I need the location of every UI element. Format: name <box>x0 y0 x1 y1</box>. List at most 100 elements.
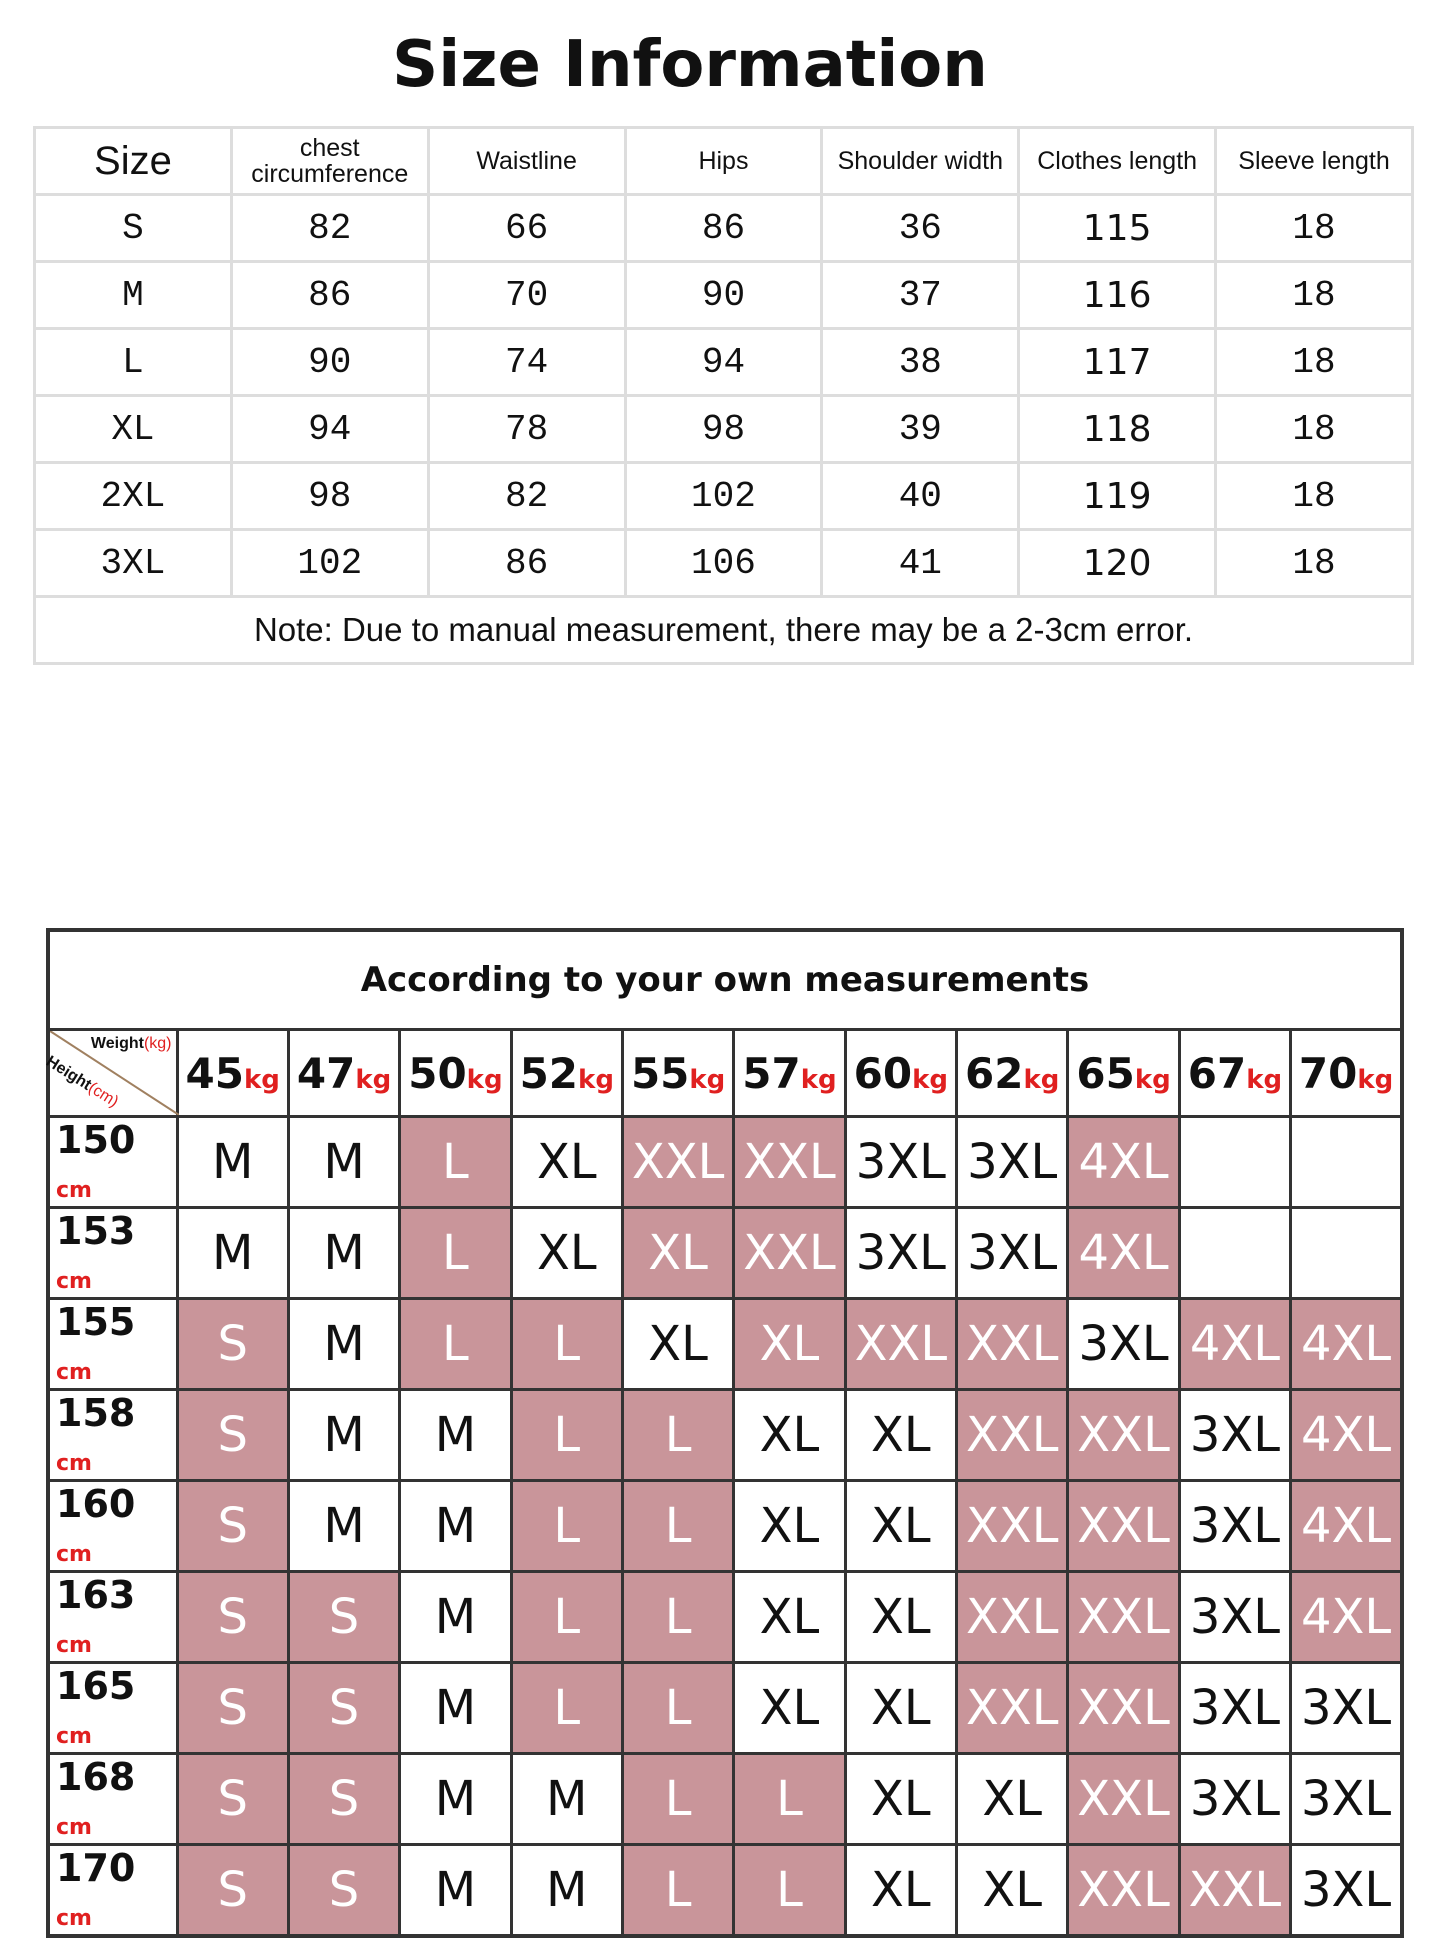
size-cell: 3XL <box>1289 1843 1404 1938</box>
weight-header: 62kg <box>955 1028 1070 1118</box>
size: S <box>217 1316 248 1372</box>
size: L <box>664 1589 692 1645</box>
size: XL <box>648 1225 708 1281</box>
header-cell: Size <box>33 126 233 196</box>
table-cell: 118 <box>1017 394 1218 464</box>
header-cell: chest circumference <box>229 126 430 196</box>
size-cell: 3XL <box>843 1115 959 1209</box>
size-cell: XL <box>955 1843 1070 1938</box>
size-table: Size chest circumference Waistline Hips Shou… <box>33 126 1414 665</box>
size: 3XL <box>967 1134 1058 1190</box>
size-cell: S <box>286 1570 402 1664</box>
size: 3XL <box>1300 1771 1392 1827</box>
table-cell: 38 <box>820 327 1021 397</box>
height: 170 <box>56 1846 136 1890</box>
size-cell: XXL <box>1066 1479 1181 1573</box>
size-cell: 3XL <box>1177 1479 1293 1573</box>
size: M <box>546 1862 588 1918</box>
weight-header: 47kg <box>286 1028 402 1118</box>
weight-header: 60kg <box>843 1028 959 1118</box>
header-cell: Clothes length <box>1017 126 1218 196</box>
size: XXL <box>1077 1771 1170 1827</box>
height: 158 <box>56 1391 136 1435</box>
size-cell: XXL <box>1066 1752 1181 1846</box>
size: XL <box>871 1771 931 1827</box>
unit: kg <box>1134 1064 1171 1095</box>
size-cell: XL <box>843 1479 959 1573</box>
size: XXL <box>965 1589 1059 1645</box>
table-cell: 116 <box>1017 260 1218 330</box>
unit: kg <box>1023 1064 1060 1095</box>
table-cell: 98 <box>229 461 430 531</box>
size: S <box>217 1771 248 1827</box>
size-cell: M <box>398 1479 513 1573</box>
table-row: M 86 70 90 37 116 18 <box>33 260 1414 330</box>
size-cell: S <box>286 1661 402 1755</box>
height-row: 153 cm M M L XL XL XXL 3XL 3XL 4XL <box>46 1206 1404 1300</box>
size-cell: M <box>509 1752 624 1846</box>
note: Note: Due to manual measurement, there m… <box>33 595 1414 665</box>
size-cell: L <box>398 1115 513 1209</box>
table-cell: 102 <box>229 528 430 598</box>
table-cell: 40 <box>820 461 1021 531</box>
size: M <box>434 1589 477 1645</box>
height: 153 <box>56 1209 136 1253</box>
height: 155 <box>56 1300 136 1344</box>
size-cell: M <box>286 1206 402 1300</box>
label: Weight <box>90 1035 144 1052</box>
table-cell: 120 <box>1017 528 1218 598</box>
size-cell: M <box>286 1479 402 1573</box>
size: M <box>323 1225 365 1281</box>
table-cell: 2XL <box>33 461 233 531</box>
size-cell: S <box>175 1297 290 1391</box>
table-cell: 98 <box>623 394 824 464</box>
height-row: 165 cm S S M L L XL XL XXL XXL 3XL 3XL <box>46 1661 1404 1755</box>
table-cell: 18 <box>1214 260 1414 330</box>
table-cell: 18 <box>1214 528 1414 598</box>
size: XXL <box>1077 1498 1170 1554</box>
height: 150 <box>56 1118 136 1162</box>
height-row: 160 cm S M M L L XL XL XXL XXL 3XL 4XL <box>46 1479 1404 1573</box>
size: XL <box>982 1862 1042 1918</box>
table-cell: 39 <box>820 394 1021 464</box>
header-cell: Hips <box>623 126 824 196</box>
height-row: 168 cm S S M M L L XL XL XXL 3XL 3XL <box>46 1752 1404 1846</box>
size-cell: L <box>620 1752 736 1846</box>
size-cell: XL <box>732 1388 847 1482</box>
size: XL <box>536 1225 597 1281</box>
size: 3XL <box>1189 1589 1280 1645</box>
size: L <box>442 1225 469 1281</box>
unit: kg <box>578 1064 614 1095</box>
unit: kg <box>1246 1064 1283 1095</box>
table-cell: 70 <box>426 260 627 330</box>
table-cell: 86 <box>229 260 430 330</box>
corner: Weight(kg) Height(cm) <box>43 1028 179 1118</box>
size: M <box>323 1407 365 1463</box>
size: S <box>328 1680 360 1736</box>
size: XXL <box>854 1316 948 1372</box>
size: L <box>442 1134 469 1190</box>
height: 163 <box>56 1573 136 1617</box>
size: 3XL <box>1189 1498 1280 1554</box>
size-cell: L <box>620 1479 736 1573</box>
size: 3XL <box>1300 1680 1392 1736</box>
size-cell: L <box>509 1570 624 1664</box>
weight: 52 <box>519 1048 579 1098</box>
size-cell: XXL <box>955 1479 1070 1573</box>
size-cell: S <box>175 1388 290 1482</box>
size-cell: L <box>620 1661 736 1755</box>
height-header: 160 cm <box>46 1479 179 1573</box>
weight-header: 65kg <box>1066 1028 1181 1118</box>
size: L <box>776 1862 803 1918</box>
height-header: 170 cm <box>46 1843 179 1938</box>
height: 160 <box>56 1482 136 1526</box>
size-cell: M <box>398 1843 513 1938</box>
table-cell: L <box>33 327 233 397</box>
size-cell: S <box>175 1479 290 1573</box>
size-cell: M <box>286 1297 402 1391</box>
size: XL <box>871 1862 931 1918</box>
weight-header: 70kg <box>1289 1028 1404 1118</box>
size: M <box>434 1407 477 1463</box>
unit: kg <box>243 1064 280 1095</box>
